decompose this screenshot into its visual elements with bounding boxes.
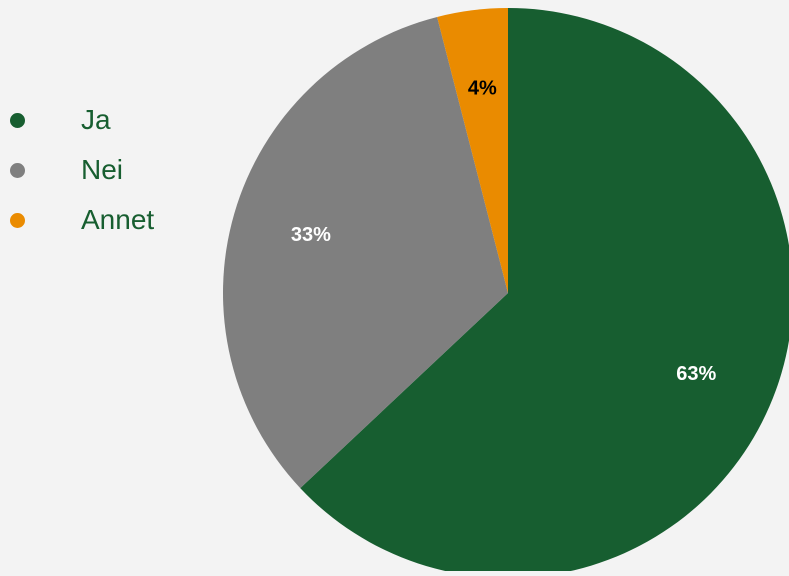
legend-dot-annet	[10, 212, 25, 228]
legend: Ja Nei Annet	[10, 95, 200, 245]
legend-item-nei: Nei	[10, 145, 200, 195]
pie-slice-nei	[222, 16, 508, 489]
data-label-annet: 4%	[468, 78, 497, 100]
pie-slice-annet	[437, 8, 508, 293]
legend-label-ja: Ja	[81, 104, 111, 135]
pie-slice-ja	[300, 8, 789, 576]
legend-label-nei: Nei	[81, 154, 124, 185]
legend-item-annet: Annet	[10, 195, 200, 245]
data-label-ja: 63%	[676, 363, 716, 385]
legend-label-annet: Annet	[81, 204, 155, 235]
legend-dot-nei	[10, 162, 25, 178]
legend-dot-ja	[10, 112, 25, 128]
legend-item-ja: Ja	[10, 95, 200, 145]
data-label-nei: 33%	[291, 224, 331, 246]
